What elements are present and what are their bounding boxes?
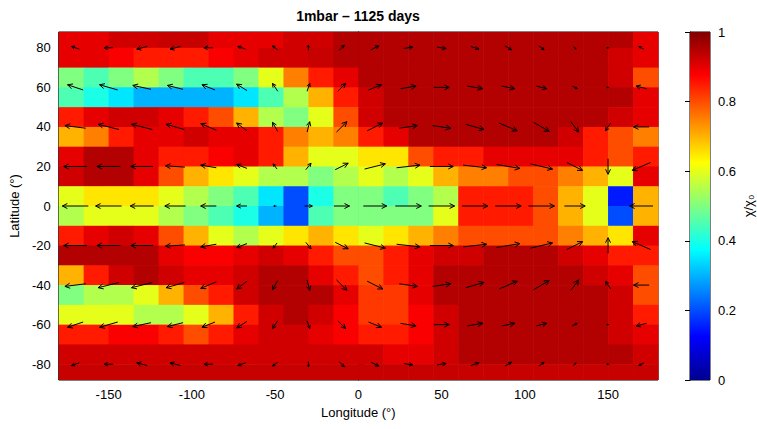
- svg-text:1mbar – 1125 days: 1mbar – 1125 days: [296, 8, 420, 24]
- svg-text:100: 100: [514, 387, 536, 402]
- svg-text:0.4: 0.4: [718, 233, 736, 248]
- svg-text:0: 0: [355, 387, 362, 402]
- svg-text:Latitude (°): Latitude (°): [7, 174, 22, 238]
- svg-text:20: 20: [36, 159, 50, 174]
- svg-text:0: 0: [43, 199, 50, 214]
- svg-text:0.8: 0.8: [718, 94, 736, 109]
- svg-text:-20: -20: [32, 238, 51, 253]
- svg-text:-150: -150: [96, 387, 122, 402]
- svg-text:0.6: 0.6: [718, 164, 736, 179]
- svg-text:Longitude (°): Longitude (°): [321, 405, 396, 420]
- svg-text:-60: -60: [32, 317, 51, 332]
- svg-text:1: 1: [718, 25, 725, 40]
- svg-text:-40: -40: [32, 278, 51, 293]
- svg-text:χ/χ₀: χ/χ₀: [741, 195, 756, 218]
- svg-text:60: 60: [36, 80, 50, 95]
- svg-text:-50: -50: [266, 387, 285, 402]
- svg-text:0: 0: [718, 373, 725, 388]
- svg-text:0.2: 0.2: [718, 303, 736, 318]
- svg-text:-100: -100: [179, 387, 205, 402]
- svg-text:50: 50: [434, 387, 448, 402]
- svg-text:40: 40: [36, 119, 50, 134]
- svg-text:150: 150: [597, 387, 619, 402]
- svg-text:80: 80: [36, 40, 50, 55]
- svg-text:-80: -80: [32, 357, 51, 372]
